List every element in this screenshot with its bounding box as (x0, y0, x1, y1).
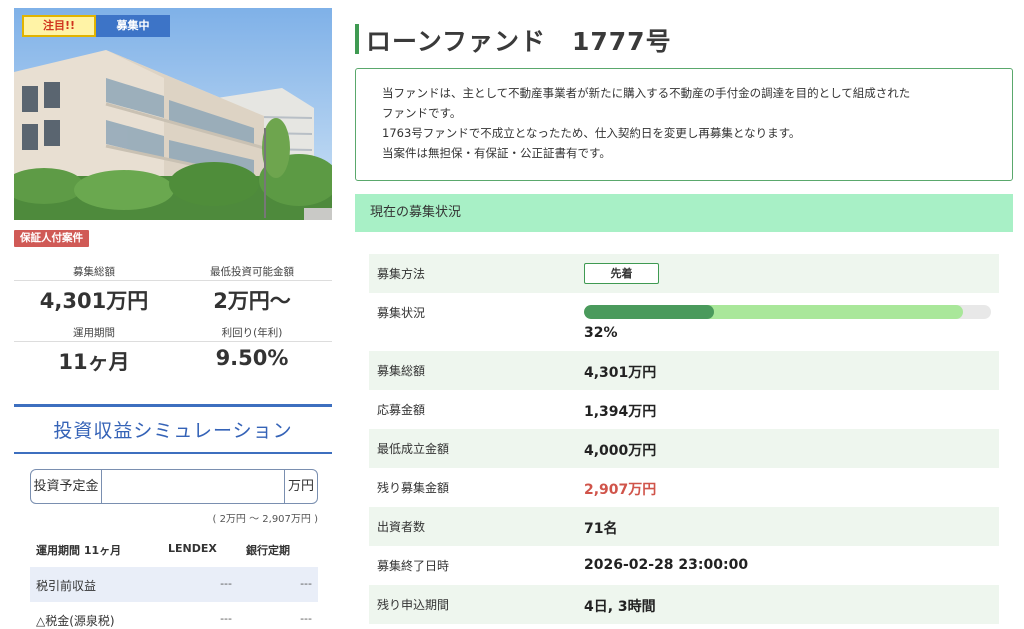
min-row: 最低成立金額 4,000万円 (369, 429, 999, 468)
min-label: 最低成立金額 (377, 442, 450, 456)
investment-amount-unit: 万円 (284, 470, 317, 503)
total-amount-label: 募集総額 (73, 266, 115, 278)
min-value: 4,000万円 (584, 443, 657, 459)
progress-label: 募集状況 (377, 306, 426, 320)
total-row: 募集総額 4,301万円 (369, 351, 999, 390)
progress-percent: 32% (584, 325, 618, 341)
end-date-value: 2026-02-28 23:00:00 (584, 557, 749, 573)
applied-row: 応募金額 1,394万円 (369, 390, 999, 429)
remaining-value: 2,907万円 (584, 482, 657, 498)
investors-label: 出資者数 (377, 520, 426, 534)
method-row: 募集方法 先着 (369, 254, 999, 293)
attention-badge: 注目!! (22, 15, 96, 37)
sim-col-period: 運用期間 11ヶ月 (36, 544, 122, 557)
first-come-badge: 先着 (584, 263, 659, 284)
time-left-label: 残り申込期間 (377, 598, 450, 612)
sim-row-bank: --- (300, 577, 312, 590)
applied-value: 1,394万円 (584, 404, 657, 420)
simulation-bottom-rule (14, 452, 332, 454)
progress-bar (584, 305, 991, 319)
end-date-label: 募集終了日時 (377, 559, 450, 573)
property-photo (14, 8, 332, 220)
description-line: 1763号ファンドで不成立となったため、仕入契約日を変更し再募集となります。 (382, 126, 801, 140)
recruiting-badge: 募集中 (96, 15, 170, 37)
investment-amount-label: 投資予定金額 (31, 470, 103, 503)
total-label: 募集総額 (377, 364, 426, 378)
sim-col-bank: 銀行定期 (246, 544, 290, 557)
time-left-value: 4日, 3時間 (584, 599, 656, 615)
table-row: 税引前収益 --- --- (30, 567, 318, 602)
min-investment-label: 最低投資可能金額 (210, 266, 294, 278)
description-line: ファンドです。 (382, 106, 462, 120)
sim-col-lendex: LENDEX (168, 542, 217, 555)
min-investment-value: 2万円〜 (213, 289, 291, 313)
table-row: △税金(源泉税) --- --- (30, 602, 318, 629)
fund-sidebar: 注目!! 募集中 保証人付案件 募集総額 最低投資可能金額 4,301万円 2万… (0, 0, 340, 629)
sim-row-label: △税金(源泉税) (36, 614, 115, 628)
remaining-label: 残り募集金額 (377, 481, 450, 495)
investors-value: 71名 (584, 521, 618, 537)
applied-label: 応募金額 (377, 403, 426, 417)
description-line: 当ファンドは、主として不動産事業者が新たに購入する不動産の手付金の調達を目的とし… (382, 86, 911, 100)
period-label: 運用期間 (73, 327, 115, 339)
fund-title: ローンファンド 1777号 (366, 27, 672, 56)
sim-row-lendex: --- (220, 612, 232, 625)
period-value: 11ヶ月 (58, 350, 130, 374)
yield-label: 利回り(年利) (221, 327, 283, 339)
simulation-title: 投資収益シミュレーション (53, 420, 293, 442)
method-label: 募集方法 (377, 267, 426, 281)
stat-divider (14, 341, 332, 342)
remaining-row: 残り募集金額 2,907万円 (369, 468, 999, 507)
guarantee-badge: 保証人付案件 (14, 230, 89, 247)
total-value: 4,301万円 (584, 365, 657, 381)
description-line: 当案件は無担保・有保証・公正証書有です。 (382, 146, 611, 160)
progress-fill (584, 305, 714, 319)
end-date-row: 募集終了日時 2026-02-28 23:00:00 (369, 546, 999, 585)
stat-divider (14, 280, 332, 281)
investment-amount-field: 投資予定金額 万円 (30, 469, 318, 504)
sim-row-bank: --- (300, 612, 312, 625)
time-left-row: 残り申込期間 4日, 3時間 (369, 585, 999, 624)
investors-row: 出資者数 71名 (369, 507, 999, 546)
progress-row: 募集状況 32% (369, 293, 999, 351)
recruitment-status-header: 現在の募集状況 (355, 194, 1013, 232)
fund-description: 当ファンドは、主として不動産事業者が新たに購入する不動産の手付金の調達を目的とし… (355, 68, 1013, 181)
yield-value: 9.50% (215, 346, 289, 370)
investment-amount-input[interactable] (102, 470, 285, 503)
title-accent-bar (355, 24, 359, 54)
sim-row-lendex: --- (220, 577, 232, 590)
sim-row-label: 税引前収益 (36, 579, 97, 593)
simulation-top-rule (14, 404, 332, 407)
investment-range-note: ( 2万円 〜 2,907万円 ) (212, 514, 318, 525)
total-amount-value: 4,301万円 (39, 289, 149, 313)
